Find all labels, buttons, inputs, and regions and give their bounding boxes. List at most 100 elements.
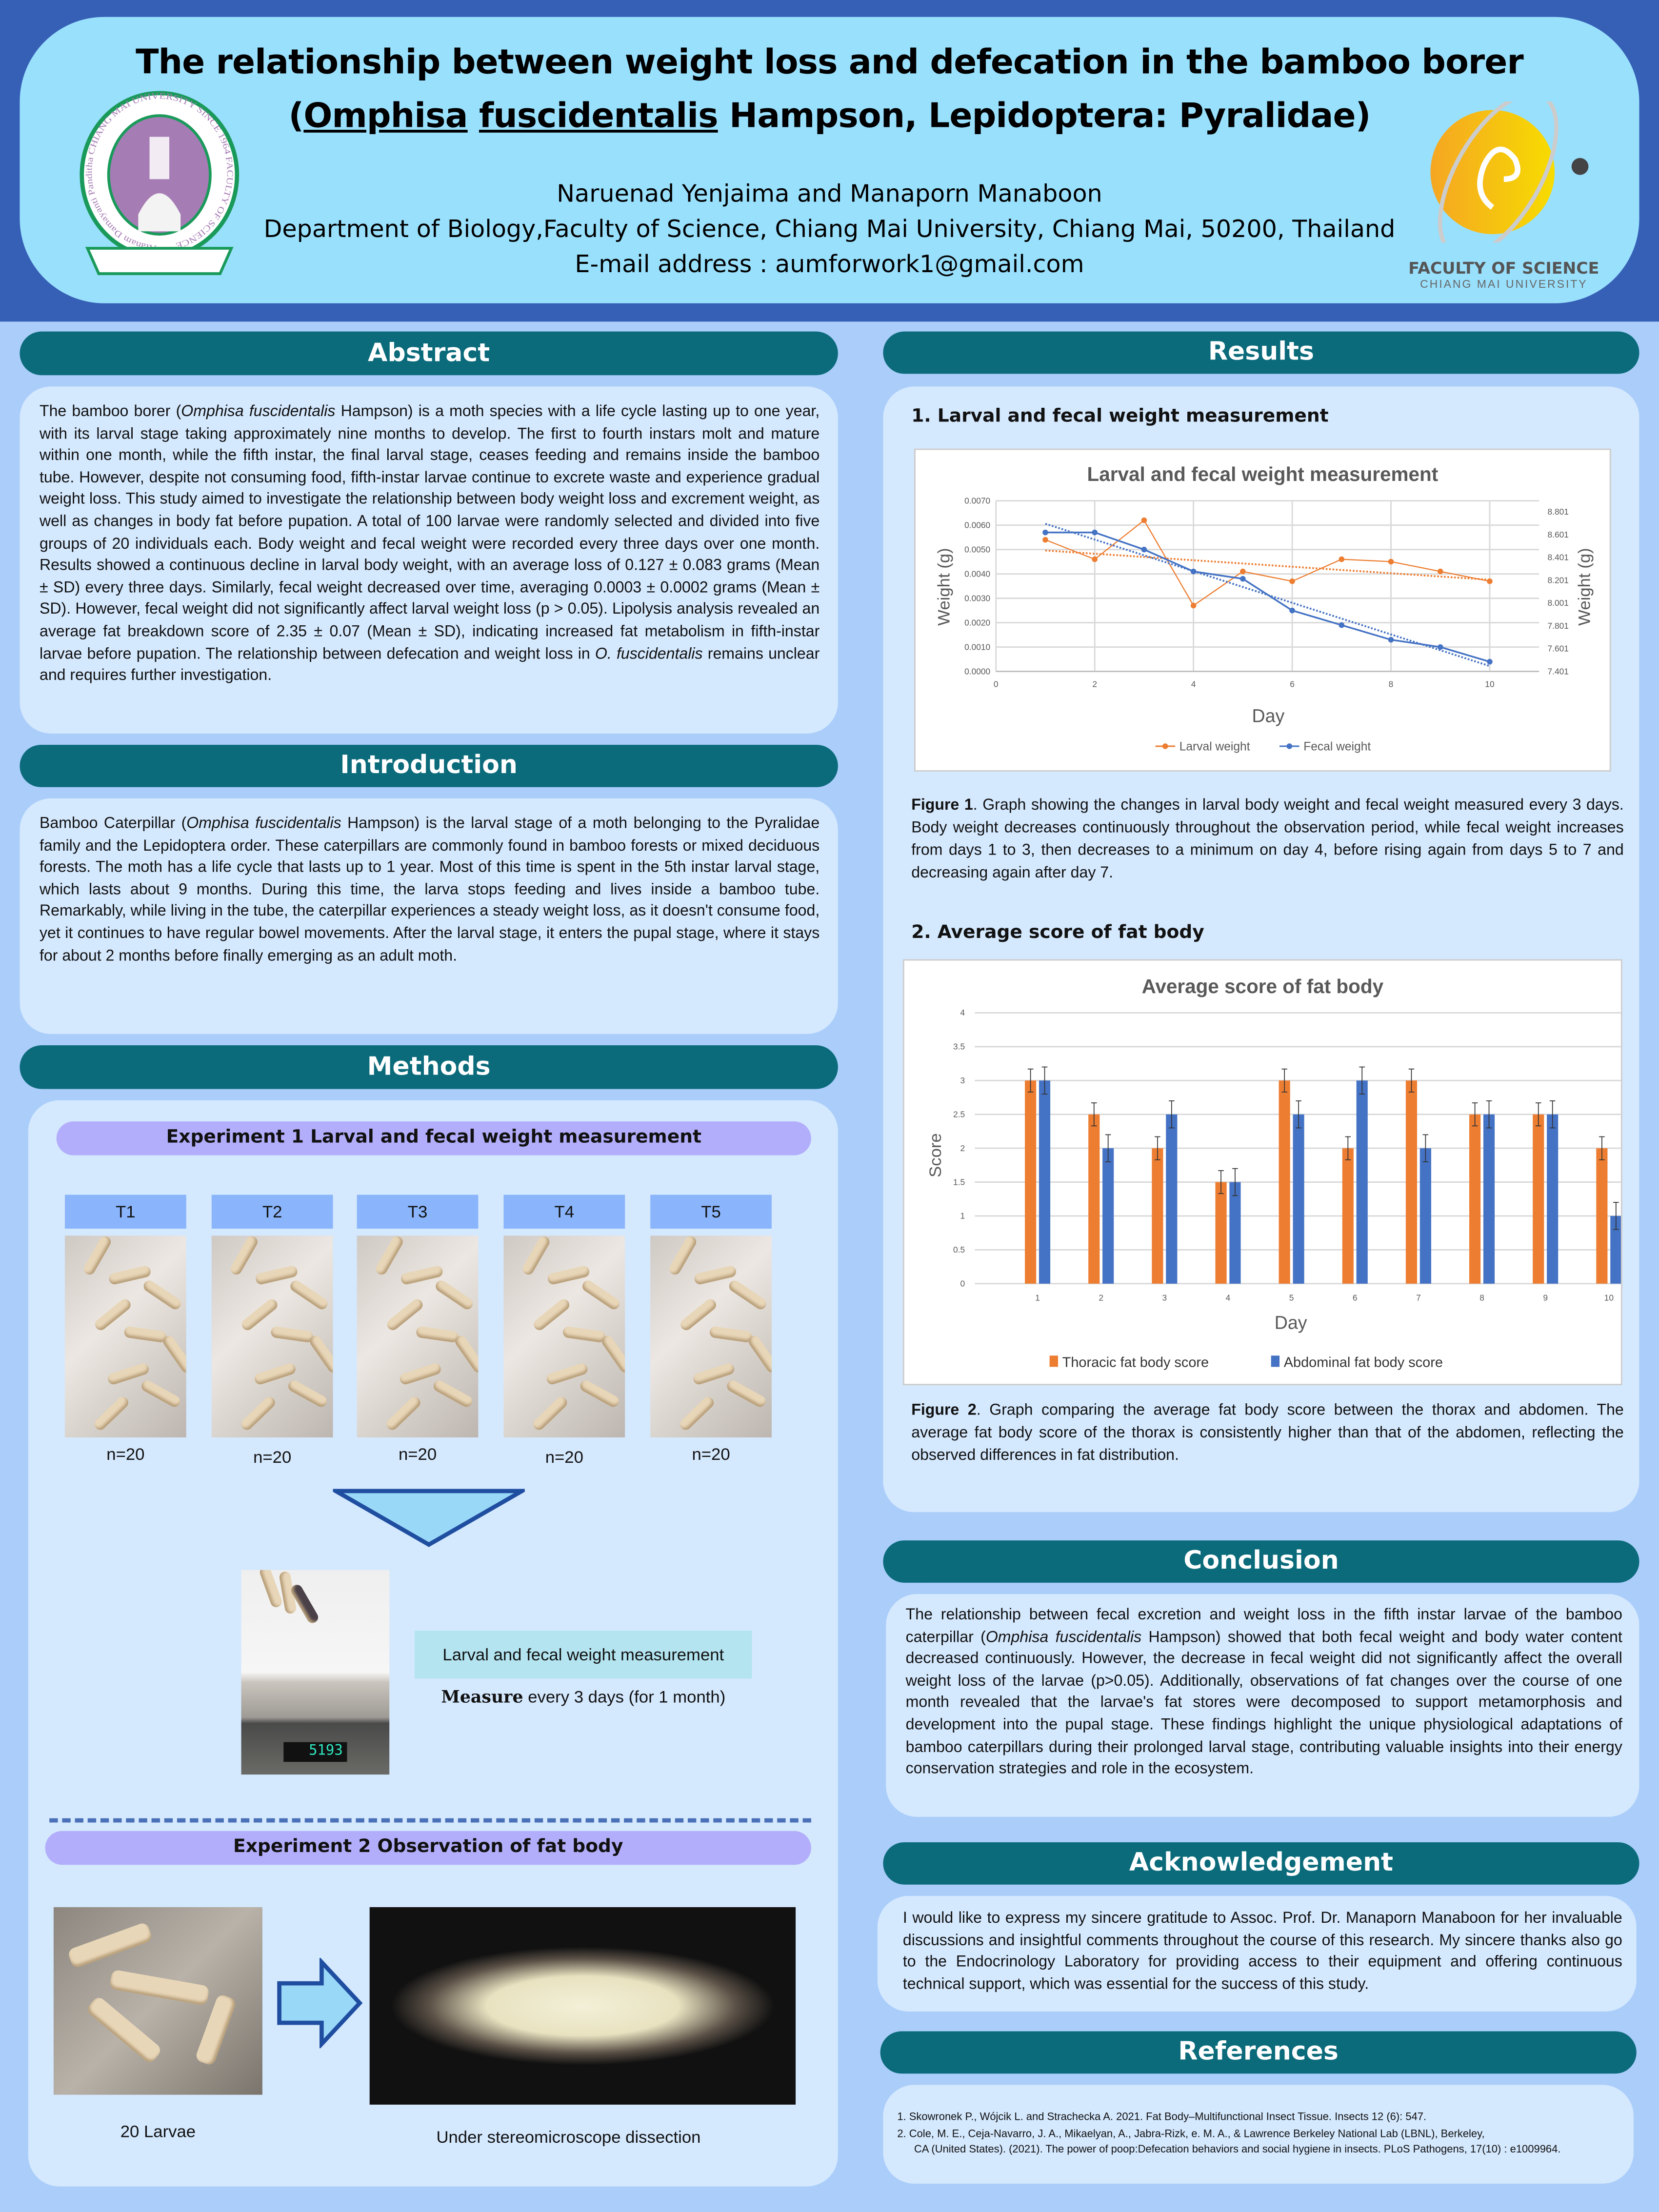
data-point <box>1339 622 1345 628</box>
conclusion-text-part: Hampson) showed that both fecal weight a… <box>905 1629 1622 1778</box>
legend-swatch <box>1271 1355 1280 1367</box>
larva <box>709 1326 753 1343</box>
group-photo <box>211 1236 333 1437</box>
line-chart: Larval and fecal weight measurement 0.000… <box>935 463 1594 753</box>
larva <box>92 1395 131 1433</box>
bar <box>1088 1114 1100 1284</box>
experiment1-title: Experiment 1 Larval and fecal weight mea… <box>56 1121 811 1156</box>
bar <box>1405 1080 1418 1284</box>
right-arrow-icon <box>277 1956 364 2055</box>
logo-text-university: CHIANG MAI UNIVERSITY <box>1420 278 1588 291</box>
larva <box>81 1236 113 1277</box>
title-paren: ( <box>288 96 304 136</box>
abstract-text-part: remains unclear and requires further inv… <box>39 645 820 684</box>
larva <box>580 1278 622 1312</box>
acknowledgement-heading: Acknowledgement <box>883 1842 1639 1885</box>
larva <box>727 1278 769 1312</box>
chart-larval-fecal-weight: Larval and fecal weight measurement 0.000… <box>914 448 1611 772</box>
down-arrow-icon <box>328 1488 530 1554</box>
group-sample-size: n=20 <box>398 1444 437 1464</box>
data-point <box>1240 576 1246 582</box>
measure-frequency-text: Measure every 3 days (for 1 month) <box>415 1687 752 1707</box>
acknowledgement-panel <box>877 1895 1637 2012</box>
title-genus: Omphisa <box>303 96 468 136</box>
introduction-text: Bamboo Caterpillar (Omphisa fuscidentali… <box>40 814 820 968</box>
figure1-text: . Graph showing the changes in larval bo… <box>911 797 1624 882</box>
group-label: T3 <box>357 1195 479 1229</box>
y2-tick-label: 7.401 <box>1548 666 1569 676</box>
bar <box>1229 1182 1241 1284</box>
y2-tick-label: 8.801 <box>1548 507 1569 517</box>
bar <box>1102 1148 1114 1284</box>
x-tick-label: 5 <box>1289 1293 1294 1302</box>
abstract-heading: Abstract <box>20 331 838 376</box>
y2-tick-label: 8.401 <box>1548 553 1569 562</box>
data-point <box>1092 529 1098 536</box>
intro-text-part: Hampson) is the larval stage of a moth b… <box>39 815 820 964</box>
bar <box>1419 1148 1431 1284</box>
x-tick-label: 10 <box>1604 1293 1614 1302</box>
abstract-species-name: O. fuscidentalis <box>595 645 703 662</box>
chart-fat-body-score: Average score of fat body 0 0.5 1 1.5 2 2.5 3 3.… <box>902 959 1622 1385</box>
authors: Naruenad Yenjaima and Manaporn Manaboon <box>557 180 1102 209</box>
header-panel <box>20 17 1639 303</box>
x-tick-label: 10 <box>1485 679 1494 689</box>
conclusion-text: The relationship between fecal excretion… <box>906 1605 1622 1781</box>
larva <box>270 1326 314 1343</box>
figure1-label: Figure 1 <box>911 797 973 814</box>
group-label: T2 <box>211 1195 333 1229</box>
bar <box>1547 1114 1559 1284</box>
abstract-species-name: Omphisa fuscidentalis <box>181 403 336 420</box>
reference-item: 1. Skowronek P., Wójcik L. and Stracheck… <box>897 2110 1427 2123</box>
university-seal-logo: Atanam Damayanti Panditha CHIANG MAI UNI… <box>76 87 242 279</box>
larva <box>286 1378 329 1409</box>
figure2-caption: Figure 2. Graph comparing the average fa… <box>911 1399 1623 1467</box>
larva <box>725 1378 768 1409</box>
bar <box>1166 1114 1178 1284</box>
y-tick-label: 0.0060 <box>964 520 990 530</box>
references-panel <box>883 2085 1634 2184</box>
intro-species-name: Omphisa fuscidentalis <box>186 815 341 833</box>
data-point <box>1487 658 1493 665</box>
bar <box>1483 1114 1495 1284</box>
results-section2-title: 2. Average score of fat body <box>911 922 1204 944</box>
y-axis-label: Score <box>926 1133 945 1177</box>
abstract-panel <box>20 386 838 734</box>
references-list: 1. Skowronek P., Wójcik L. and Stracheck… <box>897 2109 1631 2158</box>
y-tick-label: 2.5 <box>953 1109 965 1119</box>
group-sample-size: n=20 <box>545 1447 583 1467</box>
methods-heading: Methods <box>20 1045 838 1089</box>
legend-label: Thoracic fat body score <box>1062 1355 1209 1370</box>
y-tick-label: 0.0070 <box>964 496 990 505</box>
x-tick-label: 6 <box>1353 1293 1358 1302</box>
conclusion-panel <box>886 1594 1639 1817</box>
intro-text-part: Bamboo Caterpillar ( <box>39 815 187 833</box>
x-tick-label: 2 <box>1099 1293 1103 1302</box>
chart-title: Average score of fat body <box>1142 975 1384 997</box>
y2-tick-label: 7.801 <box>1548 621 1569 631</box>
y-tick-label: 1 <box>960 1211 965 1221</box>
larva <box>433 1278 475 1312</box>
y-tick-label: 0.0010 <box>964 642 990 652</box>
figure2-label: Figure 2 <box>911 1402 977 1419</box>
bar <box>1293 1114 1304 1284</box>
photo-larvae-on-scale: 5193 <box>241 1570 390 1775</box>
y-tick-label: 0 <box>960 1279 965 1289</box>
bar <box>1279 1080 1290 1284</box>
data-point <box>1437 568 1443 575</box>
measurement-label-box: Larval and fecal weight measurement <box>415 1631 752 1679</box>
larva <box>667 1236 699 1277</box>
data-point <box>1042 529 1048 536</box>
larva <box>678 1395 716 1433</box>
y-tick-label: 1.5 <box>953 1177 965 1187</box>
group-photo <box>503 1236 625 1437</box>
x-tick-label: 8 <box>1479 1293 1484 1302</box>
x-tick-label: 4 <box>1191 679 1196 689</box>
results-heading: Results <box>883 331 1639 374</box>
poster-title-line1: The relationship between weight loss and… <box>136 42 1524 82</box>
x-tick-label: 6 <box>1290 679 1295 689</box>
data-point <box>1042 537 1048 543</box>
group-sample-size: n=20 <box>253 1447 292 1467</box>
group-photo <box>65 1236 186 1437</box>
